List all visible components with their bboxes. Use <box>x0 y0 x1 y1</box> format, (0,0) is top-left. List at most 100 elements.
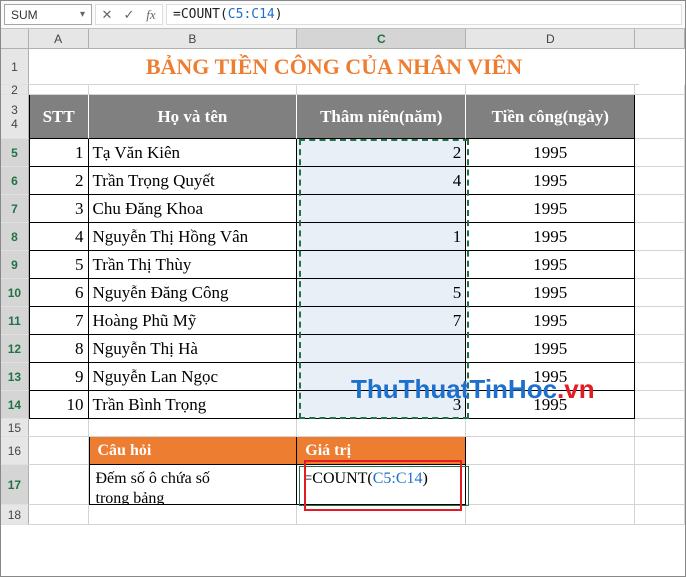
cell-blank[interactable] <box>635 307 685 335</box>
sheet-title[interactable]: BẢNG TIỀN CÔNG CỦA NHÂN VIÊN <box>29 49 639 85</box>
cell-stt[interactable]: 8 <box>29 335 89 363</box>
cell-years[interactable]: 5 <box>297 279 466 307</box>
cell-D16[interactable] <box>466 437 635 465</box>
cell-blank[interactable] <box>635 279 685 307</box>
cell-stt[interactable]: 1 <box>29 139 89 167</box>
col-header-D[interactable]: D <box>466 29 635 48</box>
cell-blank[interactable] <box>635 391 685 419</box>
hdr-wage[interactable]: Tiền công(ngày) <box>466 95 635 139</box>
row-header-10[interactable]: 10 <box>1 279 29 307</box>
cancel-icon[interactable]: ✕ <box>96 5 118 25</box>
hdr-years[interactable]: Thâm niên(năm) <box>297 95 466 139</box>
row-header-5[interactable]: 5 <box>1 139 29 167</box>
row-header-3-4[interactable]: 3 4 <box>1 95 29 139</box>
question-text[interactable]: Đếm số ô chứa số trong bảng <box>89 465 298 505</box>
cell-D17[interactable] <box>466 465 635 505</box>
cell-stt[interactable]: 2 <box>29 167 89 195</box>
cell-E16[interactable] <box>635 437 685 465</box>
cell-wage[interactable]: 1995 <box>466 251 635 279</box>
hdr-name[interactable]: Họ và tên <box>89 95 298 139</box>
row-header-18[interactable]: 18 <box>1 505 29 525</box>
cell-wage[interactable]: 1995 <box>466 139 635 167</box>
cell-blank[interactable] <box>635 223 685 251</box>
cell-B18[interactable] <box>89 505 298 525</box>
cell-A17[interactable] <box>29 465 89 505</box>
cell-C2[interactable] <box>297 85 466 95</box>
cell-years[interactable] <box>297 363 466 391</box>
cell-blank[interactable] <box>635 363 685 391</box>
cell-years[interactable]: 4 <box>297 167 466 195</box>
enter-icon[interactable]: ✓ <box>118 5 140 25</box>
row-header-1[interactable]: 1 <box>1 49 29 85</box>
cell-wage[interactable]: 1995 <box>466 363 635 391</box>
cell-years[interactable]: 2 <box>297 139 466 167</box>
cell-A18[interactable] <box>29 505 89 525</box>
cell-C15[interactable] <box>297 419 466 437</box>
cell-E15[interactable] <box>635 419 685 437</box>
cell-B2[interactable] <box>89 85 298 95</box>
cell-name[interactable]: Trần Trọng Quyết <box>89 167 298 195</box>
row-header-15[interactable]: 15 <box>1 419 29 437</box>
cell-wage[interactable]: 1995 <box>466 195 635 223</box>
cell-D15[interactable] <box>466 419 635 437</box>
q-header[interactable]: Câu hỏi <box>89 437 298 465</box>
cell-stt[interactable]: 5 <box>29 251 89 279</box>
cell-wage[interactable]: 1995 <box>466 307 635 335</box>
select-all-corner[interactable] <box>1 29 29 48</box>
cell-E2[interactable] <box>635 85 685 95</box>
cell-wage[interactable]: 1995 <box>466 223 635 251</box>
cell-stt[interactable]: 10 <box>29 391 89 419</box>
row-header-6[interactable]: 6 <box>1 167 29 195</box>
cell-E18[interactable] <box>635 505 685 525</box>
cell-blank[interactable] <box>635 195 685 223</box>
cell-years[interactable]: 1 <box>297 223 466 251</box>
cell-stt[interactable]: 4 <box>29 223 89 251</box>
cell-years[interactable]: 7 <box>297 307 466 335</box>
cell-name[interactable]: Trần Thị Thùy <box>89 251 298 279</box>
row-header-12[interactable]: 12 <box>1 335 29 363</box>
cell-name[interactable]: Nguyễn Thị Hồng Vân <box>89 223 298 251</box>
cell-stt[interactable]: 7 <box>29 307 89 335</box>
row-header-14[interactable]: 14 <box>1 391 29 419</box>
fx-icon[interactable]: fx <box>140 5 162 25</box>
cell-A16[interactable] <box>29 437 89 465</box>
q-value-header[interactable]: Giá trị <box>297 437 466 465</box>
col-header-B[interactable]: B <box>89 29 298 48</box>
cell-E4[interactable] <box>635 95 685 139</box>
row-header-16[interactable]: 16 <box>1 437 29 465</box>
cell-years[interactable] <box>297 335 466 363</box>
cell-E17[interactable] <box>635 465 685 505</box>
cell-A15[interactable] <box>29 419 89 437</box>
row-header-13[interactable]: 13 <box>1 363 29 391</box>
chevron-down-icon[interactable]: ▾ <box>80 9 85 20</box>
row-header-17[interactable]: 17 <box>1 465 29 505</box>
cell-name[interactable]: Nguyễn Đăng Công <box>89 279 298 307</box>
cell-wage[interactable]: 1995 <box>466 335 635 363</box>
cell-blank[interactable] <box>635 139 685 167</box>
hdr-stt[interactable]: STT <box>29 95 89 139</box>
cell-blank[interactable] <box>635 335 685 363</box>
cell-name[interactable]: Trần Bình Trọng <box>89 391 298 419</box>
row-header-9[interactable]: 9 <box>1 251 29 279</box>
col-header-C[interactable]: C <box>297 29 466 48</box>
cell-name[interactable]: Nguyễn Thị Hà <box>89 335 298 363</box>
cell-years[interactable] <box>297 251 466 279</box>
cell-blank[interactable] <box>635 167 685 195</box>
cell-D18[interactable] <box>466 505 635 525</box>
cell-wage[interactable]: 1995 <box>466 167 635 195</box>
cell-wage[interactable]: 1995 <box>466 279 635 307</box>
cell-stt[interactable]: 3 <box>29 195 89 223</box>
cell-C18[interactable] <box>297 505 466 525</box>
cell-A2[interactable] <box>29 85 89 95</box>
col-header-blank[interactable] <box>635 29 685 48</box>
row-header-7[interactable]: 7 <box>1 195 29 223</box>
cell-B15[interactable] <box>89 419 298 437</box>
name-box[interactable]: SUM ▾ <box>4 4 92 25</box>
cell-D2[interactable] <box>466 85 635 95</box>
cell-name[interactable]: Hoàng Phũ Mỹ <box>89 307 298 335</box>
col-header-A[interactable]: A <box>29 29 89 48</box>
formula-cell[interactable]: =COUNT(C5:C14) <box>297 465 466 505</box>
cell-wage[interactable]: 1995 <box>466 391 635 419</box>
row-header-2[interactable]: 2 <box>1 85 29 95</box>
cell-name[interactable]: Nguyễn Lan Ngọc <box>89 363 298 391</box>
